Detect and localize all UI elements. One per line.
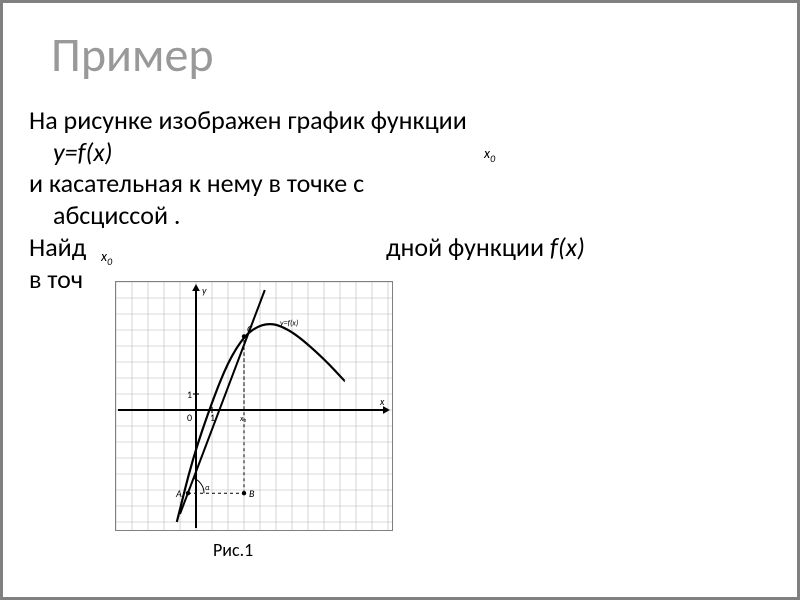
figure: yx011y=f(x)ABCαx₀ [115,281,393,531]
svg-text:x₀: x₀ [239,414,247,424]
svg-text:C: C [247,322,253,335]
figure-caption: Рис.1 [213,539,253,561]
svg-text:α: α [205,483,210,493]
svg-text:x: x [379,395,385,408]
x0-label-floating-2: x0 [101,248,112,268]
svg-text:1: 1 [187,388,192,401]
text-line-4: в точ [29,263,83,295]
text-line-1b: y=f(x) [53,136,113,168]
svg-text:y=f(x): y=f(x) [280,319,298,329]
svg-text:y: y [202,284,207,297]
text-line-2a: и касательная к нему в точке с [29,167,364,199]
slide: Пример На рисунке изображен график функц… [0,0,800,600]
slide-title: Пример [51,25,214,84]
figure-container: yx011y=f(x)ABCαx₀ [115,281,393,531]
chart-svg: yx011y=f(x)ABCαx₀ [116,282,392,530]
text-line-2b: абсциссой . [53,199,181,231]
svg-text:B: B [249,487,255,500]
svg-text:0: 0 [187,411,192,424]
x0-label-floating-1: x0 [484,145,495,165]
body-text: На рисунке изображен график функции y=f(… [29,105,769,295]
text-line-3c: f(x) [544,231,585,263]
svg-text:A: A [175,487,182,500]
text-line-3a: Найд [29,231,86,263]
text-line-1a: На рисунке изображен график функции [29,104,467,136]
text-line-3b: дной функции [386,231,544,263]
